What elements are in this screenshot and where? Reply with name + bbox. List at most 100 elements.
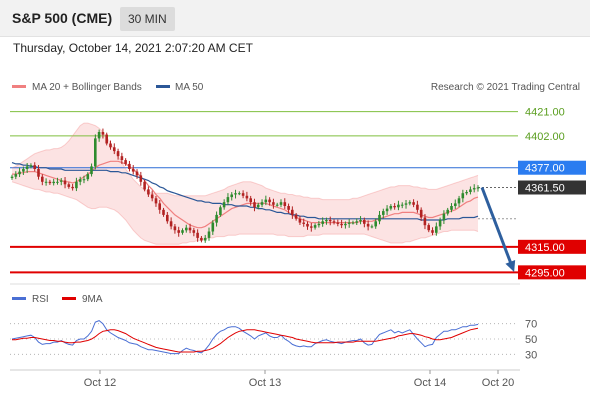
candle-body — [249, 198, 252, 203]
resistance-label: 4421.00 — [525, 107, 565, 119]
candle-body — [438, 220, 442, 227]
candle-body — [325, 220, 328, 222]
candle-body — [131, 169, 135, 172]
candle-body — [215, 214, 218, 223]
bollinger-upper-line — [11, 122, 479, 201]
candle-body — [41, 176, 44, 182]
rsi-ma-legend-swatch — [62, 297, 76, 300]
candle-body — [313, 225, 317, 228]
x-tick-label: Oct 14 — [414, 377, 446, 389]
candle-body — [340, 223, 343, 226]
candle-body — [332, 221, 336, 223]
current-price-box — [518, 180, 586, 195]
symbol-title: S&P 500 (CME) — [12, 10, 113, 26]
rsi-ma-legend-label: 9MA — [82, 294, 103, 305]
candle-body — [52, 181, 55, 184]
candle-body — [173, 226, 177, 231]
candle-body — [135, 171, 139, 176]
bollinger-lower-line — [11, 181, 479, 245]
candle-body — [404, 203, 408, 205]
candle-body — [105, 134, 108, 144]
candle-body — [446, 209, 449, 214]
price-label-layer: 4421.00 4402.00 4377.00 4361.50 4315.00 4295.… — [518, 107, 586, 280]
candle-body — [33, 165, 36, 169]
bollinger-band-fill — [12, 123, 478, 245]
candle-body — [389, 206, 393, 209]
rsi-tick-label: 50 — [525, 334, 537, 346]
candle-body — [457, 198, 461, 204]
candle-body — [287, 206, 290, 210]
candle-body — [234, 193, 237, 195]
projection-layer — [480, 186, 516, 272]
candle-body — [385, 208, 389, 212]
candle-body — [419, 209, 423, 218]
candle-body — [56, 181, 59, 183]
candle-body — [25, 166, 29, 169]
candle-body — [222, 202, 226, 208]
candle-body — [245, 195, 249, 199]
candle-body — [344, 223, 347, 226]
candle-body — [147, 189, 150, 195]
candle-body — [378, 214, 381, 222]
candle-body — [472, 188, 476, 190]
rsi-legend-label: RSI — [32, 294, 49, 305]
candle-body — [272, 202, 275, 205]
candle-body — [116, 151, 120, 157]
support-label-box — [518, 239, 586, 254]
candle-body — [177, 230, 180, 233]
moving-average-layer — [11, 122, 479, 245]
candle-body — [469, 189, 472, 192]
candle-body — [128, 163, 131, 169]
candle-body — [154, 198, 158, 204]
candle-body — [264, 199, 268, 203]
x-tick-label: Oct 13 — [249, 377, 281, 389]
candle-body — [359, 220, 362, 222]
top-bar: S&P 500 (CME) 30 MIN — [0, 0, 590, 37]
candle-body — [317, 223, 321, 226]
main-legend: MA 20 + Bollinger Bands MA 50 Research ©… — [12, 82, 580, 93]
candle-body — [431, 230, 434, 233]
candle-body — [150, 194, 154, 199]
bollinger-legend-label: MA 20 + Bollinger Bands — [32, 82, 142, 93]
candle-body — [427, 225, 430, 231]
candle-body — [181, 230, 184, 233]
candle-body — [253, 202, 256, 208]
candle-body — [192, 230, 196, 233]
candle-body — [465, 192, 468, 194]
rsi-legend: RSI 9MA — [12, 294, 103, 305]
projection-arrow-head — [505, 259, 516, 272]
candle-body — [416, 204, 419, 210]
candle-body — [355, 221, 358, 223]
bollinger-legend-swatch — [12, 85, 26, 88]
candle-body — [370, 226, 374, 228]
candle-body — [22, 169, 25, 172]
candle-body — [67, 184, 71, 187]
candle-body — [59, 180, 63, 182]
candle-body — [397, 204, 400, 208]
candle-body — [400, 204, 404, 206]
chart-datetime: Thursday, October 14, 2021 2:07:20 AM CE… — [13, 41, 253, 55]
candle-body — [169, 221, 173, 227]
candle-body — [412, 202, 415, 205]
candle-body — [423, 217, 427, 226]
candle-body — [44, 181, 48, 183]
candle-body — [408, 202, 412, 204]
rsi-tick-label: 70 — [525, 319, 537, 331]
candle-body — [283, 202, 287, 206]
candle-body — [185, 227, 188, 231]
candle-body — [113, 147, 116, 152]
projection-arrow-line — [480, 186, 514, 267]
support-label-box — [518, 265, 586, 280]
candle-body — [97, 132, 101, 139]
timeframe-button[interactable]: 30 MIN — [120, 7, 175, 31]
candle-body — [461, 193, 465, 199]
candle-body — [268, 199, 271, 203]
x-tick-label: Oct 12 — [84, 377, 116, 389]
candle-body — [14, 174, 18, 177]
candle-body — [291, 209, 294, 215]
candle-body — [143, 181, 146, 190]
candle-body — [71, 186, 74, 189]
candle-body — [435, 226, 438, 233]
candle-body — [230, 194, 233, 198]
pivot-label: 4377.00 — [525, 163, 565, 175]
